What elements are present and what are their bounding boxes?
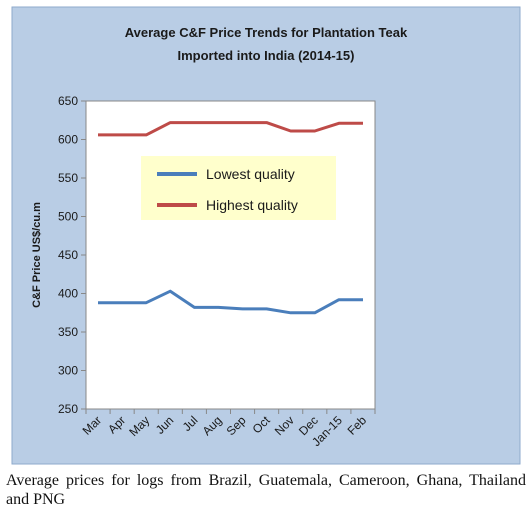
y-tick-label: 550 — [58, 171, 78, 185]
legend: Lowest quality Highest quality — [141, 156, 336, 220]
y-tick-label: 300 — [58, 364, 78, 378]
y-axis: 250 300 350 400 450 500 550 600 650 — [58, 94, 86, 416]
legend-label-highest-quality: Highest quality — [206, 197, 298, 213]
figure-caption: Average prices for logs from Brazil, Gua… — [6, 472, 526, 508]
chart-title-line1: Average C&F Price Trends for Plantation … — [125, 25, 408, 40]
y-tick-label: 450 — [58, 248, 78, 262]
chart-svg: Average C&F Price Trends for Plantation … — [11, 6, 521, 465]
y-tick-label: 350 — [58, 325, 78, 339]
legend-label-lowest-quality: Lowest quality — [206, 166, 295, 182]
chart: Average C&F Price Trends for Plantation … — [11, 6, 521, 465]
y-tick-label: 500 — [58, 210, 78, 224]
y-tick-label: 600 — [58, 133, 78, 147]
legend-box — [141, 156, 336, 220]
series-line-highest-quality — [98, 121, 363, 137]
y-tick-label: 250 — [58, 402, 78, 416]
y-tick-label: 400 — [58, 287, 78, 301]
y-tick-label: 650 — [58, 94, 78, 108]
plot-area — [85, 100, 376, 410]
y-axis-label: C&F Price US$/cu.m — [31, 202, 43, 308]
chart-title-line2: Imported into India (2014-15) — [178, 48, 355, 63]
series-line-lowest-quality — [98, 289, 363, 315]
series-lines — [98, 121, 363, 315]
